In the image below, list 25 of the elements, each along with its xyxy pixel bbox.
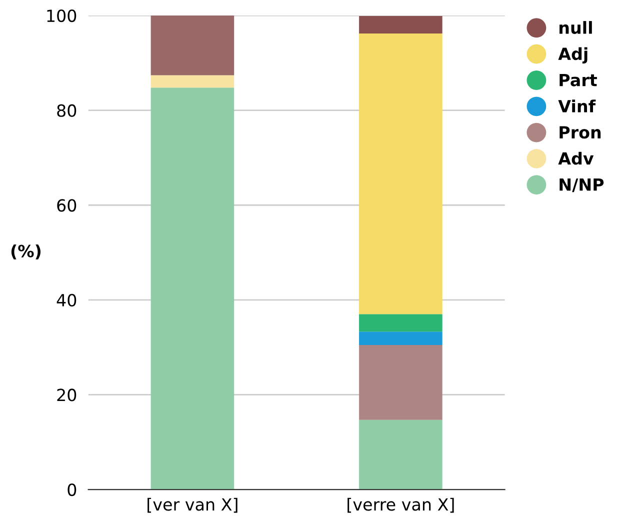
legend-label: Pron xyxy=(560,126,601,139)
legend-label: N/NP xyxy=(560,178,604,192)
bar xyxy=(150,88,234,490)
bar xyxy=(359,16,442,34)
y-tick-label: 40 xyxy=(56,294,76,306)
y-axis-title: (%) xyxy=(11,244,41,260)
legend-label: Adv xyxy=(558,152,594,165)
y-tick-label: 0 xyxy=(68,483,76,496)
y-tick-label: 80 xyxy=(57,104,76,117)
legend-label: null xyxy=(560,21,592,34)
legend-label: Vinf xyxy=(558,100,596,112)
bar xyxy=(359,344,442,420)
legend-label: Part xyxy=(560,74,597,86)
y-tick-label: 100 xyxy=(47,10,76,22)
bar xyxy=(150,75,234,88)
bar xyxy=(359,420,442,490)
bar xyxy=(150,16,234,76)
bar xyxy=(359,332,442,345)
x-tick-label: [verre van X] xyxy=(348,498,454,513)
x-tick-label: [ver van X] xyxy=(148,498,238,513)
y-tick-label: 20 xyxy=(57,388,76,402)
bar xyxy=(359,34,442,314)
y-tick-label: 60 xyxy=(57,199,76,212)
legend-label: Adj xyxy=(558,47,588,64)
bar xyxy=(359,314,442,332)
